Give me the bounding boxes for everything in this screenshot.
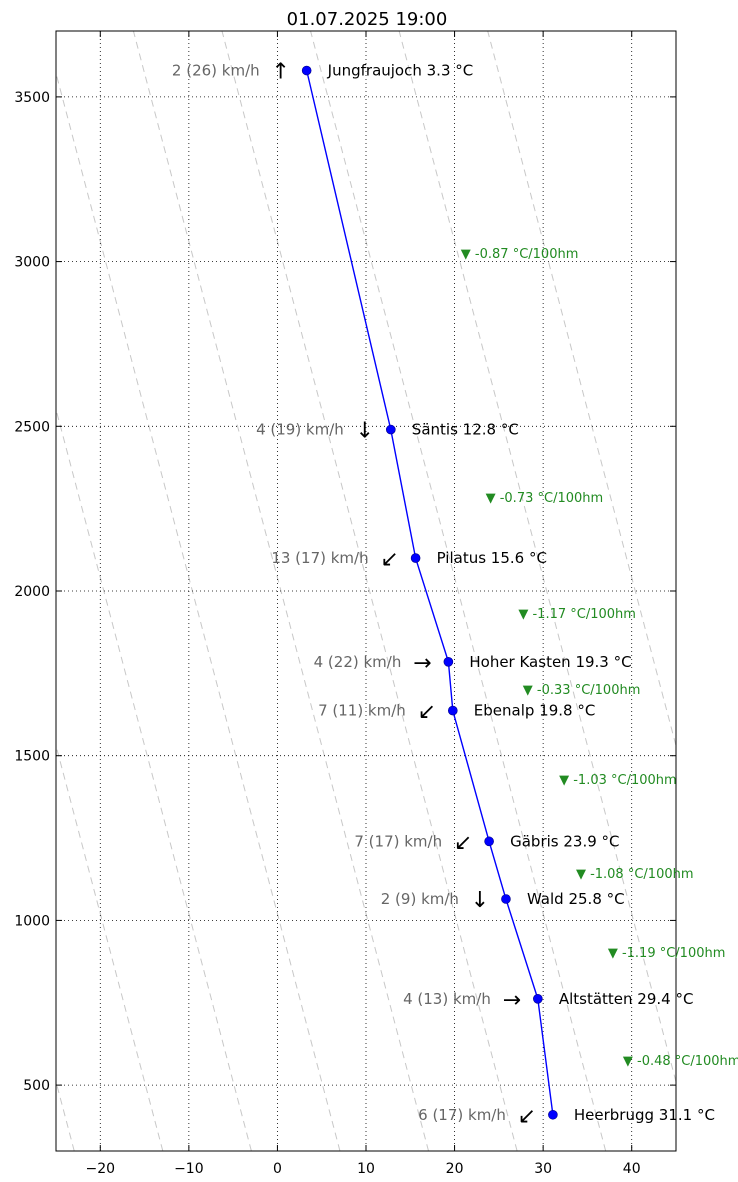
station-label: Jungfraujoch 3.3 °C (327, 62, 474, 80)
wind-speed-label: 4 (13) km/h (403, 990, 491, 1008)
station-point (385, 424, 396, 435)
dry-adiabat-line (398, 31, 676, 1084)
wind-speed-label: 2 (26) km/h (172, 62, 260, 80)
station-point (501, 894, 511, 904)
wind-direction-icon: → (413, 651, 431, 676)
station-label: Säntis 12.8 °C (412, 421, 519, 439)
lapse-rate-label: ▼ -0.73 °C/100hm (486, 491, 604, 506)
wind-speed-label: 6 (17) km/h (418, 1106, 506, 1124)
x-tick-label: −20 (86, 1161, 116, 1177)
station-point (301, 65, 312, 76)
y-tick-label: 3500 (14, 90, 50, 106)
station-point (533, 994, 543, 1004)
wind-speed-label: 13 (17) km/h (271, 549, 368, 567)
x-tick-label: 10 (357, 1161, 375, 1177)
temperature-profile-line (306, 70, 554, 1115)
wind-direction-icon: ↙ (518, 1104, 536, 1129)
wind-speed-label: 4 (19) km/h (256, 421, 344, 439)
x-tick-label: −10 (174, 1161, 204, 1177)
station-label: Ebenalp 19.8 °C (474, 702, 596, 720)
lapse-rate-label: ▼ -0.87 °C/100hm (461, 247, 579, 262)
wind-speed-label: 2 (9) km/h (381, 890, 459, 908)
x-tick-label: 30 (534, 1161, 552, 1177)
wind-direction-icon: ↓ (356, 419, 374, 444)
chart-title: 01.07.2025 19:00 (287, 9, 448, 30)
lapse-rate-label: ▼ -1.17 °C/100hm (518, 607, 636, 622)
lapse-rate-label: ▼ -1.03 °C/100hm (559, 773, 677, 788)
dry-adiabat-line (56, 743, 164, 1151)
y-tick-label: 2000 (14, 584, 50, 600)
lapse-rate-label: ▼ -1.08 °C/100hm (576, 867, 694, 882)
station-label: Gäbris 23.9 °C (510, 832, 619, 850)
wind-direction-icon: ↓ (471, 888, 489, 913)
wind-speed-label: 4 (22) km/h (314, 653, 402, 671)
dry-adiabat-line (56, 407, 252, 1151)
station-point (447, 705, 458, 716)
lapse-rate-label: ▼ -0.33 °C/100hm (523, 683, 641, 698)
wind-direction-icon: ↙ (380, 547, 398, 572)
station-point (548, 1109, 558, 1120)
y-tick-label: 1000 (14, 913, 50, 929)
x-tick-label: 20 (446, 1161, 464, 1177)
station-point (484, 836, 494, 847)
plot-layer (56, 31, 676, 1151)
dry-adiabat-line (310, 31, 607, 1151)
x-tick-label: 40 (623, 1161, 641, 1177)
wind-direction-icon: ↑ (271, 60, 289, 85)
station-label: Hoher Kasten 19.3 °C (469, 653, 631, 671)
y-tick-label: 3000 (14, 255, 50, 271)
station-label: Pilatus 15.6 °C (437, 549, 547, 567)
station-label: Heerbrugg 31.1 °C (574, 1106, 715, 1124)
y-tick-label: 500 (23, 1078, 50, 1094)
station-label: Wald 25.8 °C (527, 890, 625, 908)
wind-direction-icon: ↙ (454, 830, 472, 855)
wind-direction-icon: ↙ (418, 700, 436, 725)
station-label: Altstätten 29.4 °C (559, 990, 694, 1008)
lapse-rate-label: ▼ -1.19 °C/100hm (608, 946, 726, 961)
wind-speed-label: 7 (17) km/h (354, 832, 442, 850)
lapse-rate-label: ▼ -0.48 °C/100hm (623, 1054, 738, 1069)
wind-speed-label: 7 (11) km/h (318, 702, 406, 720)
station-point (410, 553, 421, 563)
y-tick-label: 2500 (14, 419, 50, 435)
x-tick-label: 0 (273, 1161, 282, 1177)
dry-adiabat-line (221, 31, 518, 1151)
dry-adiabat-line (487, 31, 676, 748)
wind-direction-icon: → (503, 988, 521, 1013)
station-point (443, 657, 454, 667)
y-tick-label: 1500 (14, 749, 50, 765)
